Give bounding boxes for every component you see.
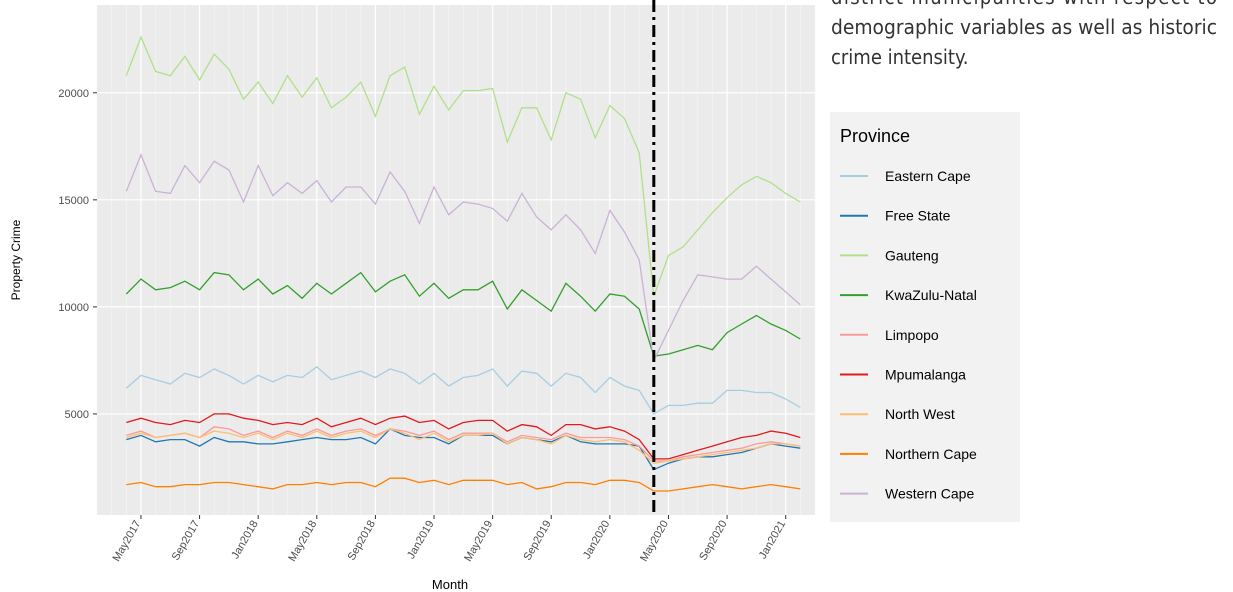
legend-label: Eastern Cape bbox=[885, 168, 971, 184]
x-tick-label: Sep2017 bbox=[170, 519, 202, 563]
series-line bbox=[126, 413, 801, 460]
x-tick-label: Jan2019 bbox=[405, 519, 437, 562]
series-line bbox=[125, 35, 801, 297]
series-line bbox=[126, 426, 801, 462]
y-axis-label: Property Crime bbox=[9, 219, 23, 300]
y-tick-label: 10000 bbox=[58, 302, 89, 314]
side-text: crime intensity. bbox=[831, 45, 968, 69]
series-line bbox=[126, 477, 801, 492]
legend: Eastern Cape Free State Gauteng KwaZulu-Nat… bbox=[840, 168, 977, 502]
x-tick-label: Sep2019 bbox=[521, 519, 553, 563]
legend-label: KwaZulu-Natal bbox=[885, 287, 977, 303]
series-line bbox=[125, 365, 801, 415]
panel bbox=[97, 5, 815, 515]
legend-title: Province bbox=[840, 126, 910, 146]
x-tick-label: May2020 bbox=[638, 519, 671, 564]
y-tick-label: 15000 bbox=[58, 195, 89, 207]
x-tick-label: Jan2018 bbox=[229, 519, 261, 562]
series-line bbox=[125, 153, 801, 363]
side-text: district municipalities with respect to bbox=[831, 0, 1217, 9]
legend-label: Western Cape bbox=[885, 486, 974, 502]
x-axis-label: Month bbox=[432, 577, 468, 592]
grid bbox=[96, 5, 816, 515]
x-tick-label: May2019 bbox=[462, 519, 495, 564]
legend-label: Northern Cape bbox=[885, 446, 977, 462]
side-text: demographic variables as well as histori… bbox=[831, 15, 1217, 39]
x-tick-label: Jan2020 bbox=[581, 519, 613, 562]
legend-label: Limpopo bbox=[885, 327, 939, 343]
legend-label: North West bbox=[885, 406, 955, 422]
y-tick-label: 20000 bbox=[58, 88, 89, 100]
legend-label: Free State bbox=[885, 208, 951, 224]
y-tick-label: 5000 bbox=[65, 409, 89, 421]
series-line bbox=[125, 271, 801, 357]
x-tick-label: May2017 bbox=[111, 519, 144, 564]
x-tick-label: Jan2021 bbox=[757, 519, 789, 562]
x-tick-label: Sep2018 bbox=[346, 519, 378, 563]
x-tick-label: May2018 bbox=[286, 519, 319, 564]
legend-label: Gauteng bbox=[885, 247, 939, 263]
lines bbox=[125, 0, 801, 515]
series-line bbox=[126, 428, 801, 464]
x-tick-label: Sep2020 bbox=[697, 519, 729, 563]
legend-label: Mpumalanga bbox=[885, 367, 966, 383]
